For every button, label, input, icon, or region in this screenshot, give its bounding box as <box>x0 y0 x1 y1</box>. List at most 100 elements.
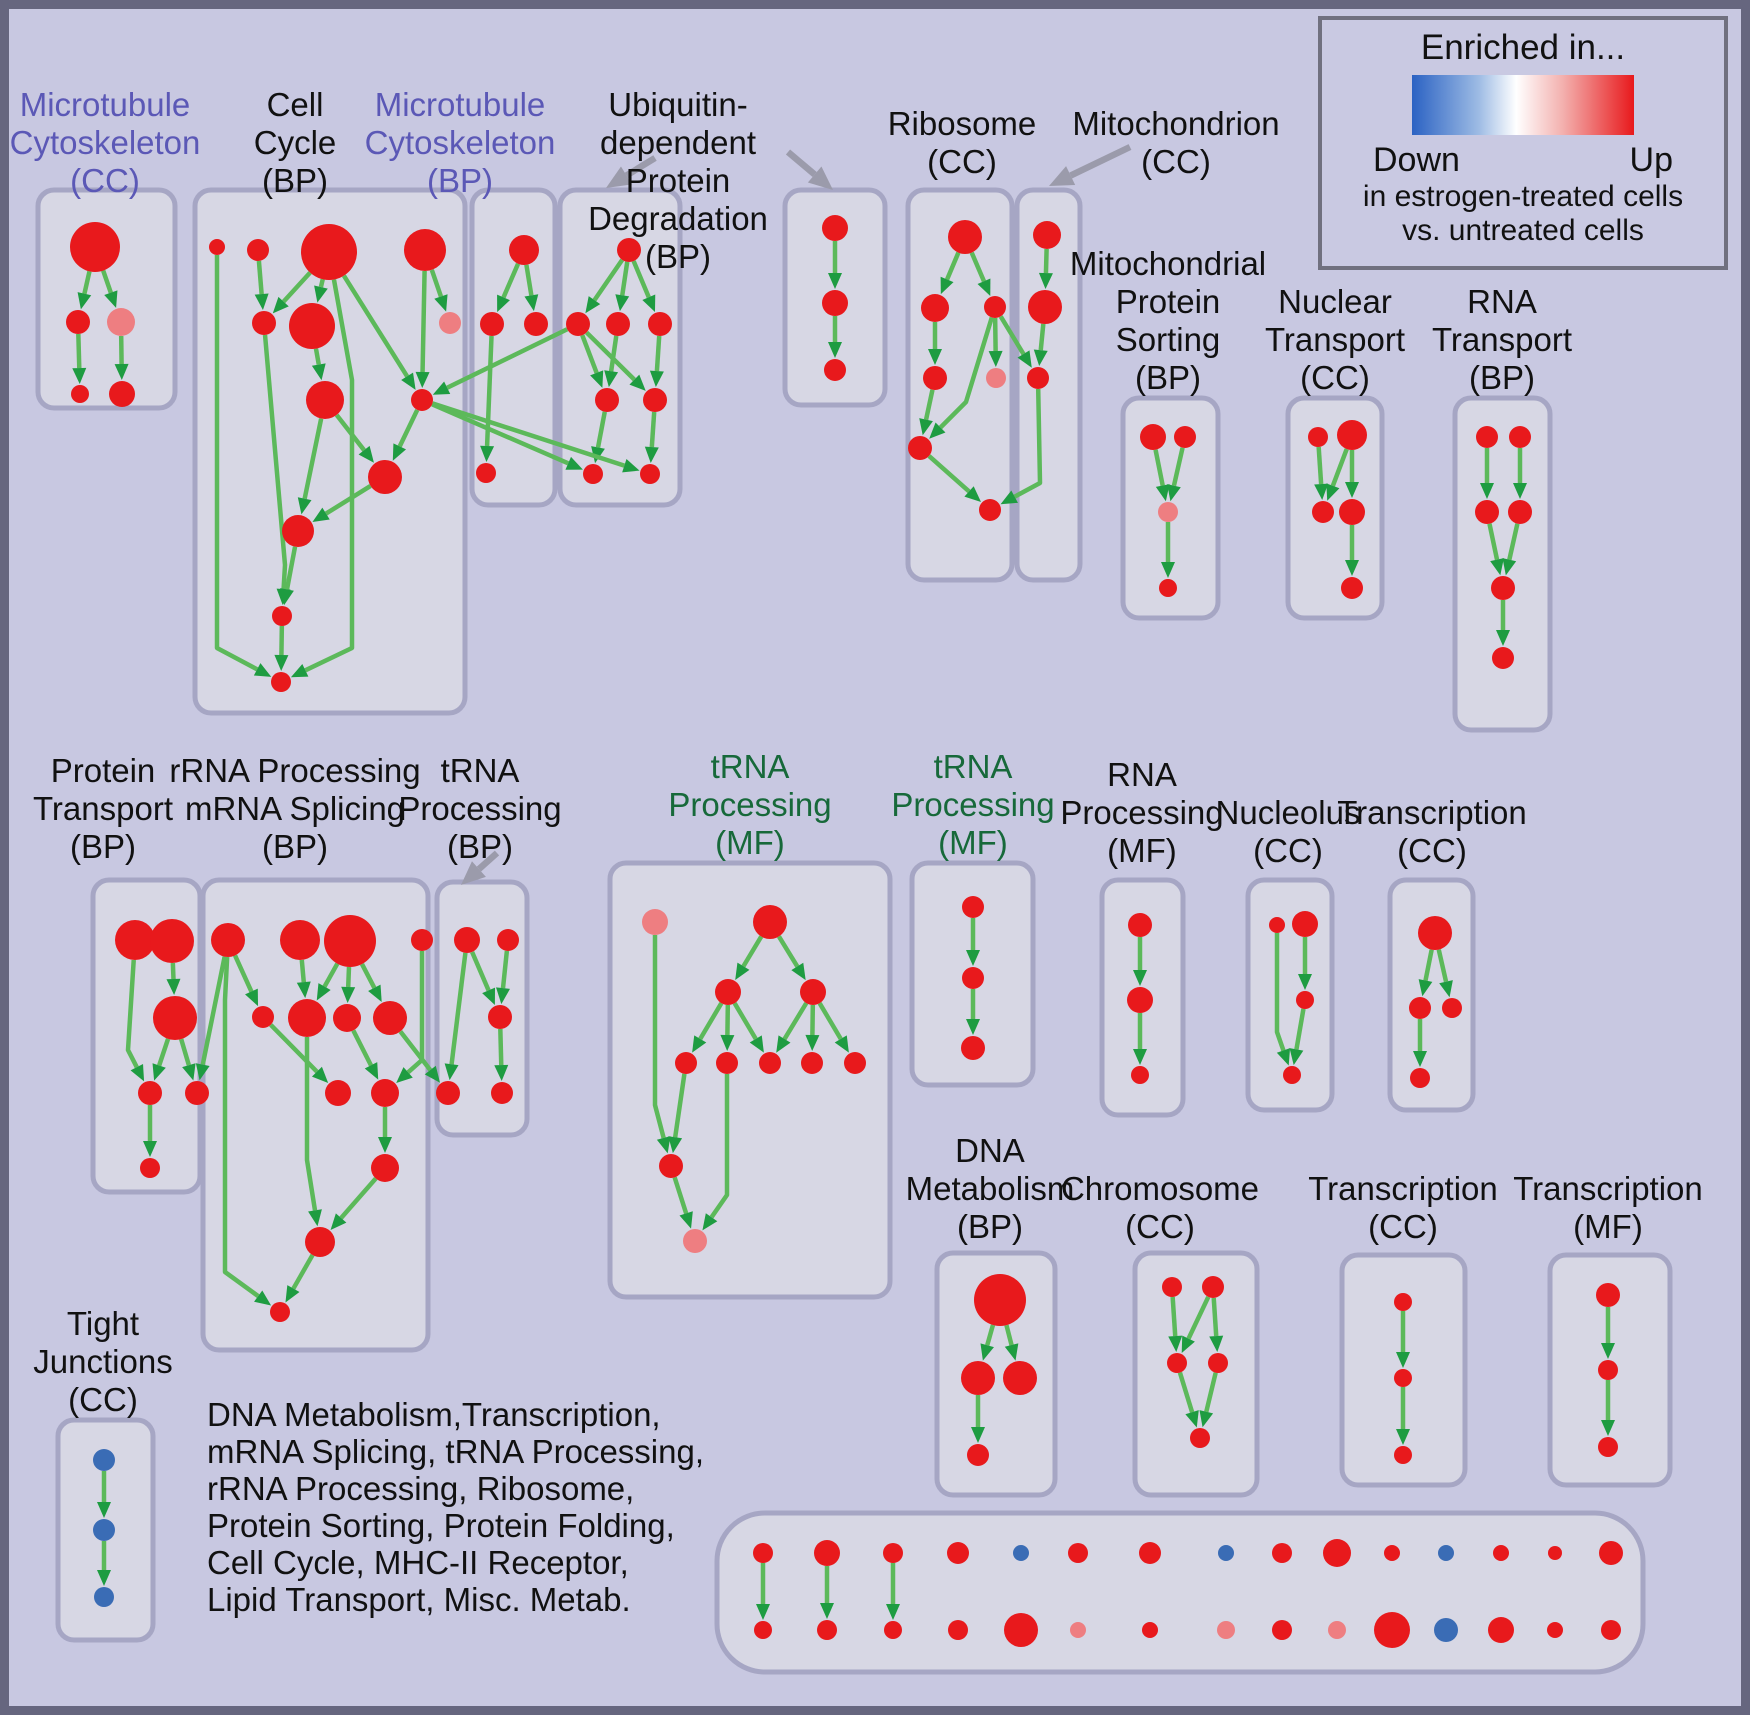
go-term-node <box>566 312 590 336</box>
hierarchy-edge <box>654 335 662 372</box>
go-term-node <box>333 1004 361 1032</box>
arrowhead <box>642 294 656 313</box>
go-term-node <box>138 1081 162 1105</box>
arrowhead <box>834 1035 849 1053</box>
arrowhead <box>1033 349 1048 367</box>
go-term-node <box>1127 987 1153 1013</box>
arrowhead <box>415 371 430 389</box>
arrowhead <box>285 1285 300 1303</box>
go-term-node <box>1068 1543 1088 1563</box>
go-term-node <box>822 215 848 241</box>
hierarchy-edge <box>1330 448 1349 487</box>
go-term-node <box>1493 1545 1509 1561</box>
arrowhead <box>565 456 583 470</box>
hierarchy-edge <box>313 348 321 365</box>
go-term-node <box>1139 1542 1161 1564</box>
arrowhead <box>1439 980 1453 998</box>
hierarchy-edge <box>709 1074 730 1219</box>
go-term-node <box>1394 1293 1412 1311</box>
arrowhead <box>692 1035 707 1053</box>
arrowhead <box>245 988 259 1007</box>
arrowhead <box>480 445 495 463</box>
arrowhead <box>1133 970 1147 986</box>
arrowhead <box>1418 979 1433 997</box>
hierarchy-edge <box>1004 1324 1014 1346</box>
hierarchy-edge <box>998 315 1026 356</box>
go-term-node <box>94 1587 114 1607</box>
hierarchy-edge <box>1186 1295 1211 1340</box>
go-term-node <box>1418 916 1452 950</box>
go-term-node <box>1269 917 1285 933</box>
hierarchy-edge <box>923 389 935 421</box>
go-term-node <box>967 1444 989 1466</box>
hierarchy-edge <box>944 251 961 281</box>
arrowhead <box>143 1141 157 1157</box>
arrowhead <box>929 422 946 439</box>
arrowhead <box>1049 166 1076 186</box>
hierarchy-edge <box>741 935 764 968</box>
arrowhead <box>1345 560 1359 576</box>
go-term-node <box>1158 502 1178 522</box>
arrowhead <box>679 1211 693 1229</box>
hierarchy-edge <box>157 1038 171 1067</box>
legend-down-label: Down <box>1373 141 1460 179</box>
arrowhead <box>311 363 326 381</box>
hierarchy-edge <box>322 962 340 988</box>
legend-subtitle-2: vs. untreated cells <box>1402 214 1644 247</box>
hierarchy-edge <box>262 334 288 590</box>
go-term-node <box>1208 1353 1228 1373</box>
go-term-node <box>1296 991 1314 1009</box>
go-term-node <box>476 463 496 483</box>
go-term-node <box>373 1001 407 1035</box>
go-term-node <box>1598 1360 1618 1380</box>
go-term-node <box>1476 426 1498 448</box>
go-term-node <box>252 311 276 335</box>
go-term-node <box>921 294 949 322</box>
arrowhead <box>1133 1049 1147 1065</box>
cluster-box-chromosome <box>1132 1250 1260 1498</box>
arrowhead <box>364 1062 379 1080</box>
hierarchy-edge <box>672 1073 687 1138</box>
arrowhead <box>482 987 496 1006</box>
go-term-node <box>648 312 672 336</box>
hierarchy-edge <box>584 330 636 382</box>
go-term-node <box>1596 1283 1620 1307</box>
go-term-node <box>947 1542 969 1564</box>
arrowhead <box>358 445 374 463</box>
go-term-node <box>480 312 504 336</box>
go-term-node <box>640 464 660 484</box>
hierarchy-edge <box>1038 323 1046 351</box>
arrowhead <box>756 1604 770 1620</box>
go-term-node <box>1292 911 1318 937</box>
arrowhead <box>312 507 330 523</box>
hierarchy-edge <box>446 327 569 390</box>
hierarchy-edge <box>345 966 352 988</box>
hierarchy-edge <box>1204 1372 1218 1413</box>
cluster-box-microtubule-cytoskeleton-bp <box>469 187 558 508</box>
go-term-node <box>439 312 461 334</box>
go-term-node <box>1004 1613 1038 1647</box>
arrowhead <box>396 1067 413 1084</box>
hierarchy-edge <box>1171 447 1185 487</box>
go-term-node <box>1438 1545 1454 1561</box>
arrowhead <box>314 285 328 303</box>
arrowhead <box>585 296 601 314</box>
hierarchy-edge <box>1316 446 1324 485</box>
go-term-node <box>150 919 194 963</box>
arrowhead <box>274 654 289 672</box>
go-term-node <box>800 979 826 1005</box>
arrowhead <box>1161 562 1175 578</box>
go-term-node <box>247 239 269 261</box>
go-term-node <box>71 385 89 403</box>
go-term-node <box>1167 1353 1187 1373</box>
go-term-node <box>759 1052 781 1074</box>
arrowhead <box>308 1209 322 1227</box>
arrowhead <box>392 443 407 461</box>
arrowhead <box>97 1502 111 1518</box>
arrowhead <box>606 166 632 188</box>
go-term-node <box>107 308 135 336</box>
arrowhead <box>1038 272 1053 290</box>
hierarchy-edge <box>732 1002 758 1041</box>
arrowhead <box>496 987 510 1005</box>
arrowhead <box>590 370 604 388</box>
